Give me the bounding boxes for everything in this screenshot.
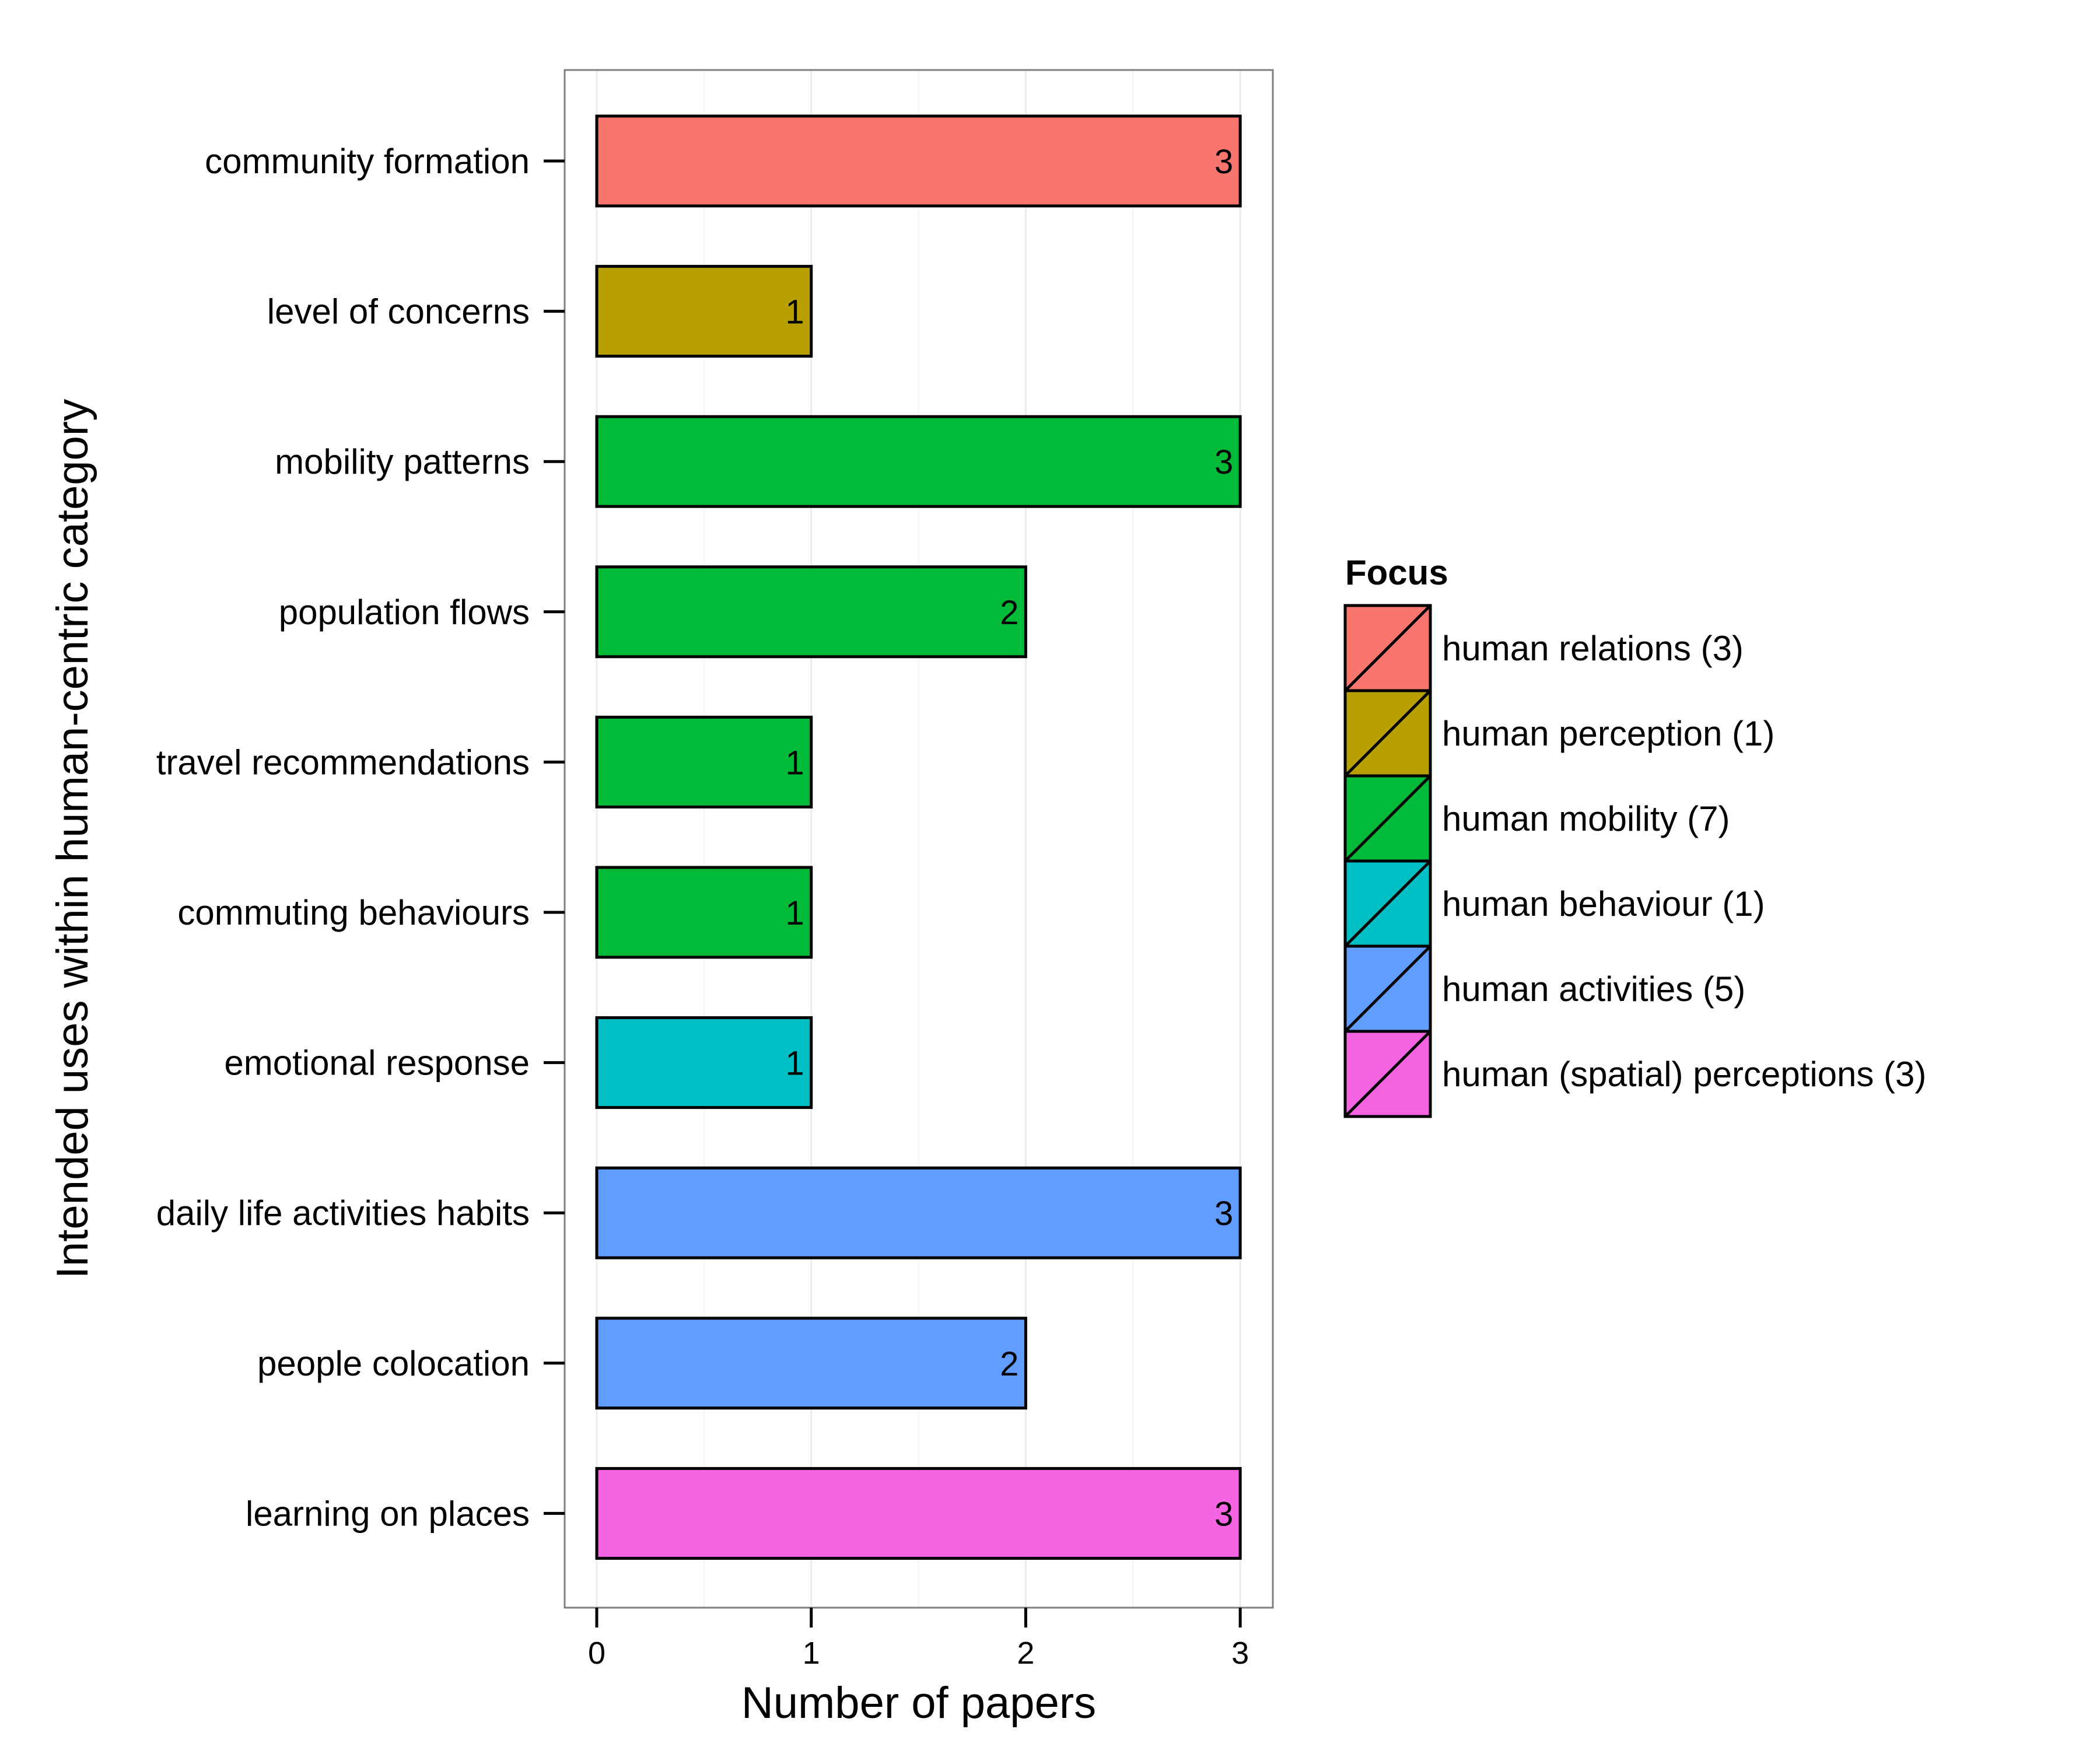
- x-tick-label: 2: [1017, 1636, 1034, 1671]
- plot-panel: [564, 69, 1274, 1609]
- bar-value-label: 1: [785, 293, 804, 331]
- legend-title: Focus: [1345, 553, 1448, 592]
- category-label: community formation: [205, 142, 530, 181]
- category-label: population flows: [279, 593, 530, 632]
- bar-value-label: 3: [1214, 443, 1233, 481]
- x-tick-label: 1: [803, 1636, 820, 1671]
- bar-value-label: 3: [1214, 1495, 1233, 1533]
- category-label: level of concerns: [267, 292, 530, 331]
- bar: [595, 565, 1027, 659]
- bar-value-label: 1: [785, 744, 804, 782]
- bar: [595, 1317, 1027, 1410]
- bar-value-label: 3: [1214, 1195, 1233, 1233]
- legend-entry: human relations (3): [1343, 604, 1744, 692]
- category-axis: community formation level of concerns mobi…: [156, 142, 565, 1533]
- category-label: travel recommendations: [156, 743, 530, 782]
- bar-value-label: 1: [785, 894, 804, 932]
- bar: [595, 1166, 1242, 1259]
- x-tick-label: 0: [588, 1636, 606, 1671]
- bar: [595, 866, 813, 959]
- bar: [595, 1466, 1242, 1560]
- legend-entry: human perception (1): [1343, 689, 1774, 778]
- y-axis-title: Intended uses within human-centric categ…: [48, 399, 97, 1279]
- bars-group: 3 1 3 2 1 1 1 3 2 3: [595, 114, 1242, 1560]
- legend-key-diagonal: [1344, 690, 1432, 777]
- bar: [595, 114, 1242, 208]
- bar-value-label: 3: [1214, 143, 1233, 181]
- legend-key-diagonal: [1344, 775, 1432, 862]
- legend-label: human activities (5): [1442, 970, 1745, 1009]
- legend-entry: human behaviour (1): [1343, 859, 1765, 948]
- bar-value-label: 2: [1000, 1345, 1019, 1383]
- x-axis-title: Number of papers: [741, 1678, 1096, 1728]
- legend-label: human relations (3): [1442, 629, 1744, 668]
- legend-key-diagonal: [1344, 945, 1432, 1032]
- legend-key-diagonal: [1344, 1030, 1432, 1118]
- legend: Focus human relations (3) human perceptio…: [1343, 553, 1926, 1118]
- bar-value-label: 1: [785, 1045, 804, 1083]
- legend-entry: human mobility (7): [1343, 774, 1730, 863]
- category-label: emotional response: [224, 1044, 530, 1083]
- bar: [595, 1016, 813, 1110]
- legend-entry: human (spatial) perceptions (3): [1343, 1030, 1926, 1118]
- bar-value-label: 2: [1000, 594, 1019, 632]
- legend-key-diagonal: [1344, 860, 1432, 947]
- category-label: people colocation: [257, 1344, 530, 1383]
- legend-entries: human relations (3) human perception (1) h…: [1343, 604, 1926, 1118]
- bar: [595, 715, 813, 808]
- legend-entry: human activities (5): [1343, 944, 1745, 1033]
- legend-label: human behaviour (1): [1442, 884, 1765, 923]
- bar: [595, 415, 1242, 508]
- x-axis: 0 1 2 3: [588, 1608, 1249, 1671]
- bar: [595, 265, 813, 358]
- category-label: daily life activities habits: [156, 1194, 530, 1233]
- legend-key-diagonal: [1344, 604, 1432, 692]
- x-tick-label: 3: [1231, 1636, 1249, 1671]
- legend-label: human perception (1): [1442, 714, 1774, 753]
- category-label: mobility patterns: [275, 442, 530, 481]
- category-label: commuting behaviours: [177, 893, 530, 932]
- legend-label: human mobility (7): [1442, 799, 1730, 838]
- category-label: learning on places: [246, 1494, 530, 1533]
- legend-label: human (spatial) perceptions (3): [1442, 1055, 1926, 1094]
